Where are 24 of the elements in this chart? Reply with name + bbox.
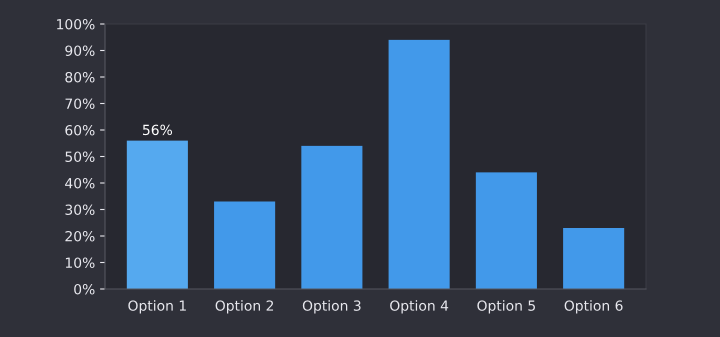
y-tick-label: 50% (65, 151, 95, 162)
bar (214, 202, 276, 289)
x-tick-label: Option 3 (302, 300, 361, 314)
bar (476, 172, 537, 289)
y-tick-label: 20% (65, 230, 95, 242)
x-tick-label: Option 2 (216, 300, 274, 314)
y-tick-label: 100% (57, 18, 95, 30)
x-tick-label: Option 6 (564, 300, 623, 314)
y-tick-label: 10% (66, 257, 95, 268)
y-tick-label: 30% (65, 204, 95, 215)
y-tick-label: 80% (65, 72, 95, 82)
y-tick-label: 60% (65, 124, 95, 136)
bar (126, 140, 188, 289)
y-tick-label: 0% (74, 284, 95, 294)
y-tick-label: 40% (65, 178, 95, 188)
x-tick-label: Option 1 (128, 300, 186, 314)
x-tick-label: Option 5 (477, 300, 535, 314)
x-tick-label: Option 4 (390, 300, 448, 314)
bar (301, 146, 362, 289)
bar (388, 40, 450, 289)
data-label: 56% (142, 124, 172, 136)
y-tick-label: 70% (66, 98, 95, 109)
bar (563, 228, 624, 289)
y-tick-label: 90% (65, 45, 95, 56)
